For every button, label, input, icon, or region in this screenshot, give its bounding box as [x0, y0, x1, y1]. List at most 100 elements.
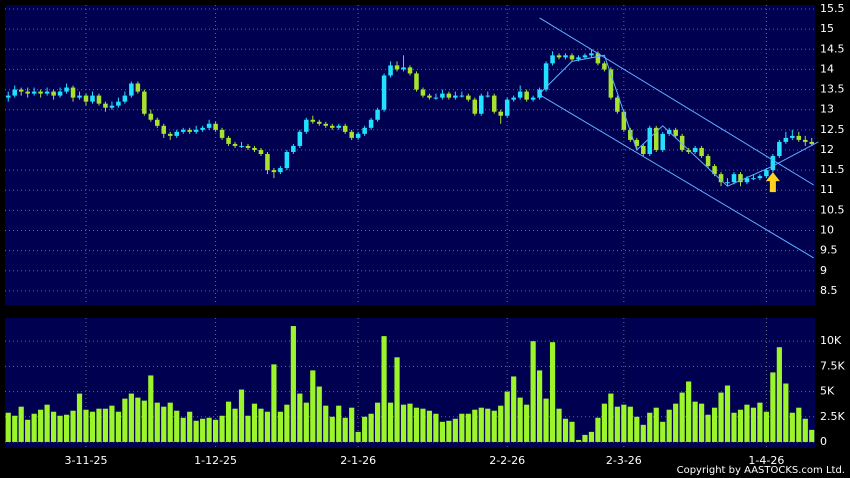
volume-bar: [413, 407, 420, 442]
volume-bar: [89, 411, 96, 442]
candle-body: [446, 93, 452, 98]
candle-body: [628, 129, 633, 140]
candle-body: [647, 127, 653, 154]
candle-body: [543, 63, 549, 90]
volume-bar: [70, 410, 76, 442]
volume-bar: [802, 418, 808, 442]
candle-body: [738, 174, 743, 183]
volume-bar: [206, 417, 212, 442]
candle-body: [517, 91, 523, 98]
volume-bar: [686, 381, 692, 442]
volume-bar: [647, 412, 653, 442]
volume-bar: [31, 413, 37, 442]
candle-body: [459, 95, 465, 97]
y-tick-label: 13: [820, 103, 834, 116]
volume-bar: [96, 408, 102, 442]
candle-body: [394, 65, 400, 70]
volume-bar: [627, 406, 633, 442]
candle-body: [414, 73, 419, 90]
volume-bar: [18, 406, 24, 442]
volume-bar: [225, 401, 232, 442]
volume-bar: [44, 404, 50, 442]
volume-bar: [530, 341, 536, 442]
candle-body: [589, 53, 594, 56]
signal-arrow: [765, 172, 780, 193]
candle-body: [673, 129, 678, 136]
candle-body: [653, 127, 659, 150]
candle-body: [291, 145, 296, 152]
volume-bar: [122, 398, 128, 442]
candle-body: [96, 95, 102, 104]
volume-bar: [595, 417, 601, 442]
volume-bar: [796, 407, 802, 442]
volume-bar: [426, 410, 433, 442]
candle-body: [660, 133, 665, 150]
candle-body: [699, 147, 704, 157]
volume-bar: [737, 409, 744, 442]
volume-bar: [167, 402, 173, 442]
x-tick-label: 1-4-26: [748, 454, 784, 467]
volume-bar: [504, 391, 510, 442]
volume-bar: [109, 405, 115, 442]
candle-body: [252, 147, 257, 150]
candle-body: [705, 156, 711, 167]
volume-bar: [562, 418, 569, 442]
candle-body: [498, 111, 503, 116]
volume-bar: [310, 370, 316, 442]
candle-body: [161, 125, 167, 134]
candle-body: [310, 119, 316, 122]
candle-body: [213, 123, 218, 130]
candle-body: [187, 129, 192, 132]
candle-body: [764, 170, 769, 177]
candle-body: [569, 55, 575, 60]
volume-bar: [750, 407, 757, 442]
candle-body: [634, 139, 640, 146]
volume-bar: [290, 326, 296, 442]
candle-body: [304, 119, 309, 132]
candle-body: [453, 95, 458, 98]
trendline: [539, 54, 819, 187]
candle-body: [129, 83, 134, 96]
y-tick-label: 14.5: [820, 42, 845, 55]
volume-bar: [485, 408, 491, 442]
volume-bar: [472, 409, 478, 442]
candle-body: [317, 121, 322, 124]
volume-tick-label: 0: [820, 435, 827, 448]
y-tick-label: 15: [820, 22, 834, 35]
volume-bar: [297, 393, 303, 442]
candle-body: [530, 97, 536, 100]
volume-bar: [692, 401, 698, 442]
volume-bar: [12, 415, 18, 442]
candle-body: [485, 95, 491, 97]
candle-body: [407, 67, 413, 74]
volume-bar: [174, 410, 180, 442]
candle-body: [563, 55, 568, 58]
volume-bar: [582, 434, 588, 442]
volume-bar: [63, 414, 70, 442]
candle-body: [174, 131, 179, 136]
trendline: [539, 94, 814, 259]
candle-body: [440, 93, 445, 98]
candle-body: [770, 156, 776, 171]
candle-body: [388, 65, 393, 76]
candle-body: [278, 168, 283, 173]
volume-bar: [731, 412, 737, 442]
candle-body: [109, 105, 115, 108]
volume-bar: [316, 386, 322, 442]
volume-bar: [524, 404, 530, 442]
volume-bar: [238, 389, 245, 442]
candle-body: [401, 67, 406, 70]
candle-body: [368, 119, 374, 128]
candle-body: [608, 69, 614, 98]
candle-body: [595, 53, 601, 64]
volume-bar: [718, 392, 724, 442]
candle-body: [70, 87, 76, 98]
volume-bar: [575, 439, 582, 442]
candle-body: [641, 145, 646, 154]
volume-bar: [400, 404, 407, 442]
volume-bar: [38, 409, 44, 442]
candle-body: [265, 153, 270, 171]
volume-bar: [187, 411, 193, 442]
volume-bar: [258, 408, 264, 442]
candle-body: [582, 55, 588, 58]
